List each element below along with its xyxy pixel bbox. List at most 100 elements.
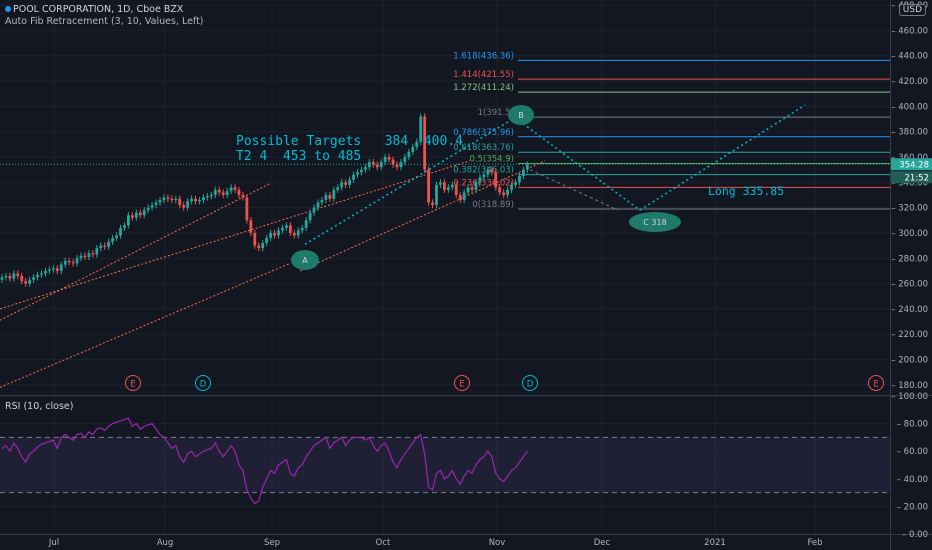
candle-body xyxy=(474,182,478,190)
candle-body xyxy=(360,169,363,173)
fib-level-label: 0.236(336.02) xyxy=(453,178,514,188)
projection-line-2 xyxy=(514,117,641,211)
candle-body xyxy=(387,156,391,160)
price-axis-tick: – 300.00 xyxy=(891,229,928,239)
price-axis-tick: – 340.00 xyxy=(891,178,928,188)
candle-body xyxy=(142,210,146,216)
candle-body xyxy=(281,227,284,231)
candle-body xyxy=(221,192,225,195)
candle-body xyxy=(127,215,130,226)
candle-body xyxy=(83,255,87,258)
event-marker-earnings xyxy=(454,375,470,391)
candle-body xyxy=(32,277,35,280)
candle-body xyxy=(352,174,355,180)
candle-body xyxy=(518,175,521,183)
fib-level-label: 1.618(436.36) xyxy=(453,51,514,61)
fib-level-label: 0(318.89) xyxy=(472,200,514,210)
projection-line-1 xyxy=(304,117,516,245)
currency-button[interactable]: USD xyxy=(898,4,926,16)
candle-body xyxy=(304,220,308,228)
candle-body xyxy=(237,189,241,195)
candle-body xyxy=(300,227,304,231)
candle-body xyxy=(182,205,186,208)
candle-body xyxy=(134,212,138,218)
candle-body xyxy=(462,192,466,201)
candle-body xyxy=(162,197,166,201)
fib-level-label: 1(391.5) xyxy=(478,108,514,118)
fib-level-label: 1.272(411.24) xyxy=(453,83,514,93)
candle-body xyxy=(344,182,348,185)
candle-body xyxy=(8,275,12,279)
rsi-axis-tick: – 40.00 xyxy=(897,475,928,485)
event-marker-earnings xyxy=(868,375,884,391)
candle-body xyxy=(261,243,265,249)
marker-a xyxy=(291,250,319,270)
candle-body xyxy=(478,177,482,183)
candle-body xyxy=(292,232,296,236)
candle-body xyxy=(206,196,209,198)
candle-body xyxy=(328,194,332,199)
candle-body xyxy=(407,151,411,157)
candle-body xyxy=(166,197,170,199)
candle-body xyxy=(320,200,324,203)
trend-line-mid xyxy=(0,183,271,321)
candle-body xyxy=(383,156,387,163)
candle-body xyxy=(356,172,359,175)
event-marker-dividend xyxy=(195,375,211,391)
price-axis-tick: – 460.00 xyxy=(891,26,928,36)
candle-body xyxy=(336,187,340,190)
candle-body xyxy=(391,159,395,165)
countdown-label: 21:52 xyxy=(905,174,930,184)
marker-b xyxy=(508,105,534,125)
candle-body xyxy=(288,225,292,233)
rsi-axis-tick: – 0.00 xyxy=(902,530,928,540)
time-axis-tick: Sep xyxy=(264,538,280,548)
candle-body xyxy=(229,187,233,192)
candle-body xyxy=(249,220,253,233)
candle-body xyxy=(522,169,525,176)
last-price-badge xyxy=(891,158,932,171)
indicator-title: Auto Fib Retracement (3, 10, Values, Lef… xyxy=(5,16,204,27)
event-marker-label: D xyxy=(200,380,207,390)
candle-body xyxy=(55,268,59,271)
chart-title-text: POOL CORPORATION, 1D, Cboe BZX xyxy=(13,4,184,15)
candle-body xyxy=(348,179,351,185)
fib-level-label: 0.5(354.9) xyxy=(470,154,514,164)
candle-body xyxy=(190,198,193,202)
event-marker-earnings xyxy=(125,375,141,391)
candle-body xyxy=(67,260,71,263)
candle-body xyxy=(115,235,118,239)
time-axis-tick: Feb xyxy=(807,538,822,548)
candle-body xyxy=(44,270,47,274)
candle-body xyxy=(213,189,217,195)
candle-body xyxy=(506,189,509,195)
targets-annotation-line2: T2 4 453 to 485 xyxy=(236,149,362,164)
candle-body xyxy=(111,238,114,242)
rsi-axis-tick: – 80.00 xyxy=(897,420,928,430)
candle-body xyxy=(75,258,79,264)
marker-a-label: A xyxy=(302,256,308,265)
candle-body xyxy=(87,253,91,258)
last-price-label: 354.28 xyxy=(899,161,929,171)
candle-body xyxy=(123,225,126,228)
candle-body xyxy=(502,192,506,195)
candle-body xyxy=(154,202,158,206)
candle-body xyxy=(490,169,494,173)
candle-body xyxy=(99,245,103,249)
fib-level-label: 0.382(346.03) xyxy=(453,166,514,176)
candle-body xyxy=(395,164,399,168)
candle-body xyxy=(316,202,320,208)
candle-body xyxy=(427,169,430,203)
fib-level-label: 1.414(421.55) xyxy=(453,70,514,80)
candle-body xyxy=(217,189,221,193)
candle-body xyxy=(458,194,462,201)
candle-body xyxy=(375,164,379,168)
candle-body xyxy=(525,164,529,170)
price-axis-tick: – 420.00 xyxy=(891,77,928,87)
candle-body xyxy=(411,146,415,152)
candle-body xyxy=(95,248,99,255)
price-axis-tick: – 280.00 xyxy=(891,254,928,264)
time-axis-tick: Jul xyxy=(48,538,59,548)
candle-body xyxy=(454,184,458,195)
